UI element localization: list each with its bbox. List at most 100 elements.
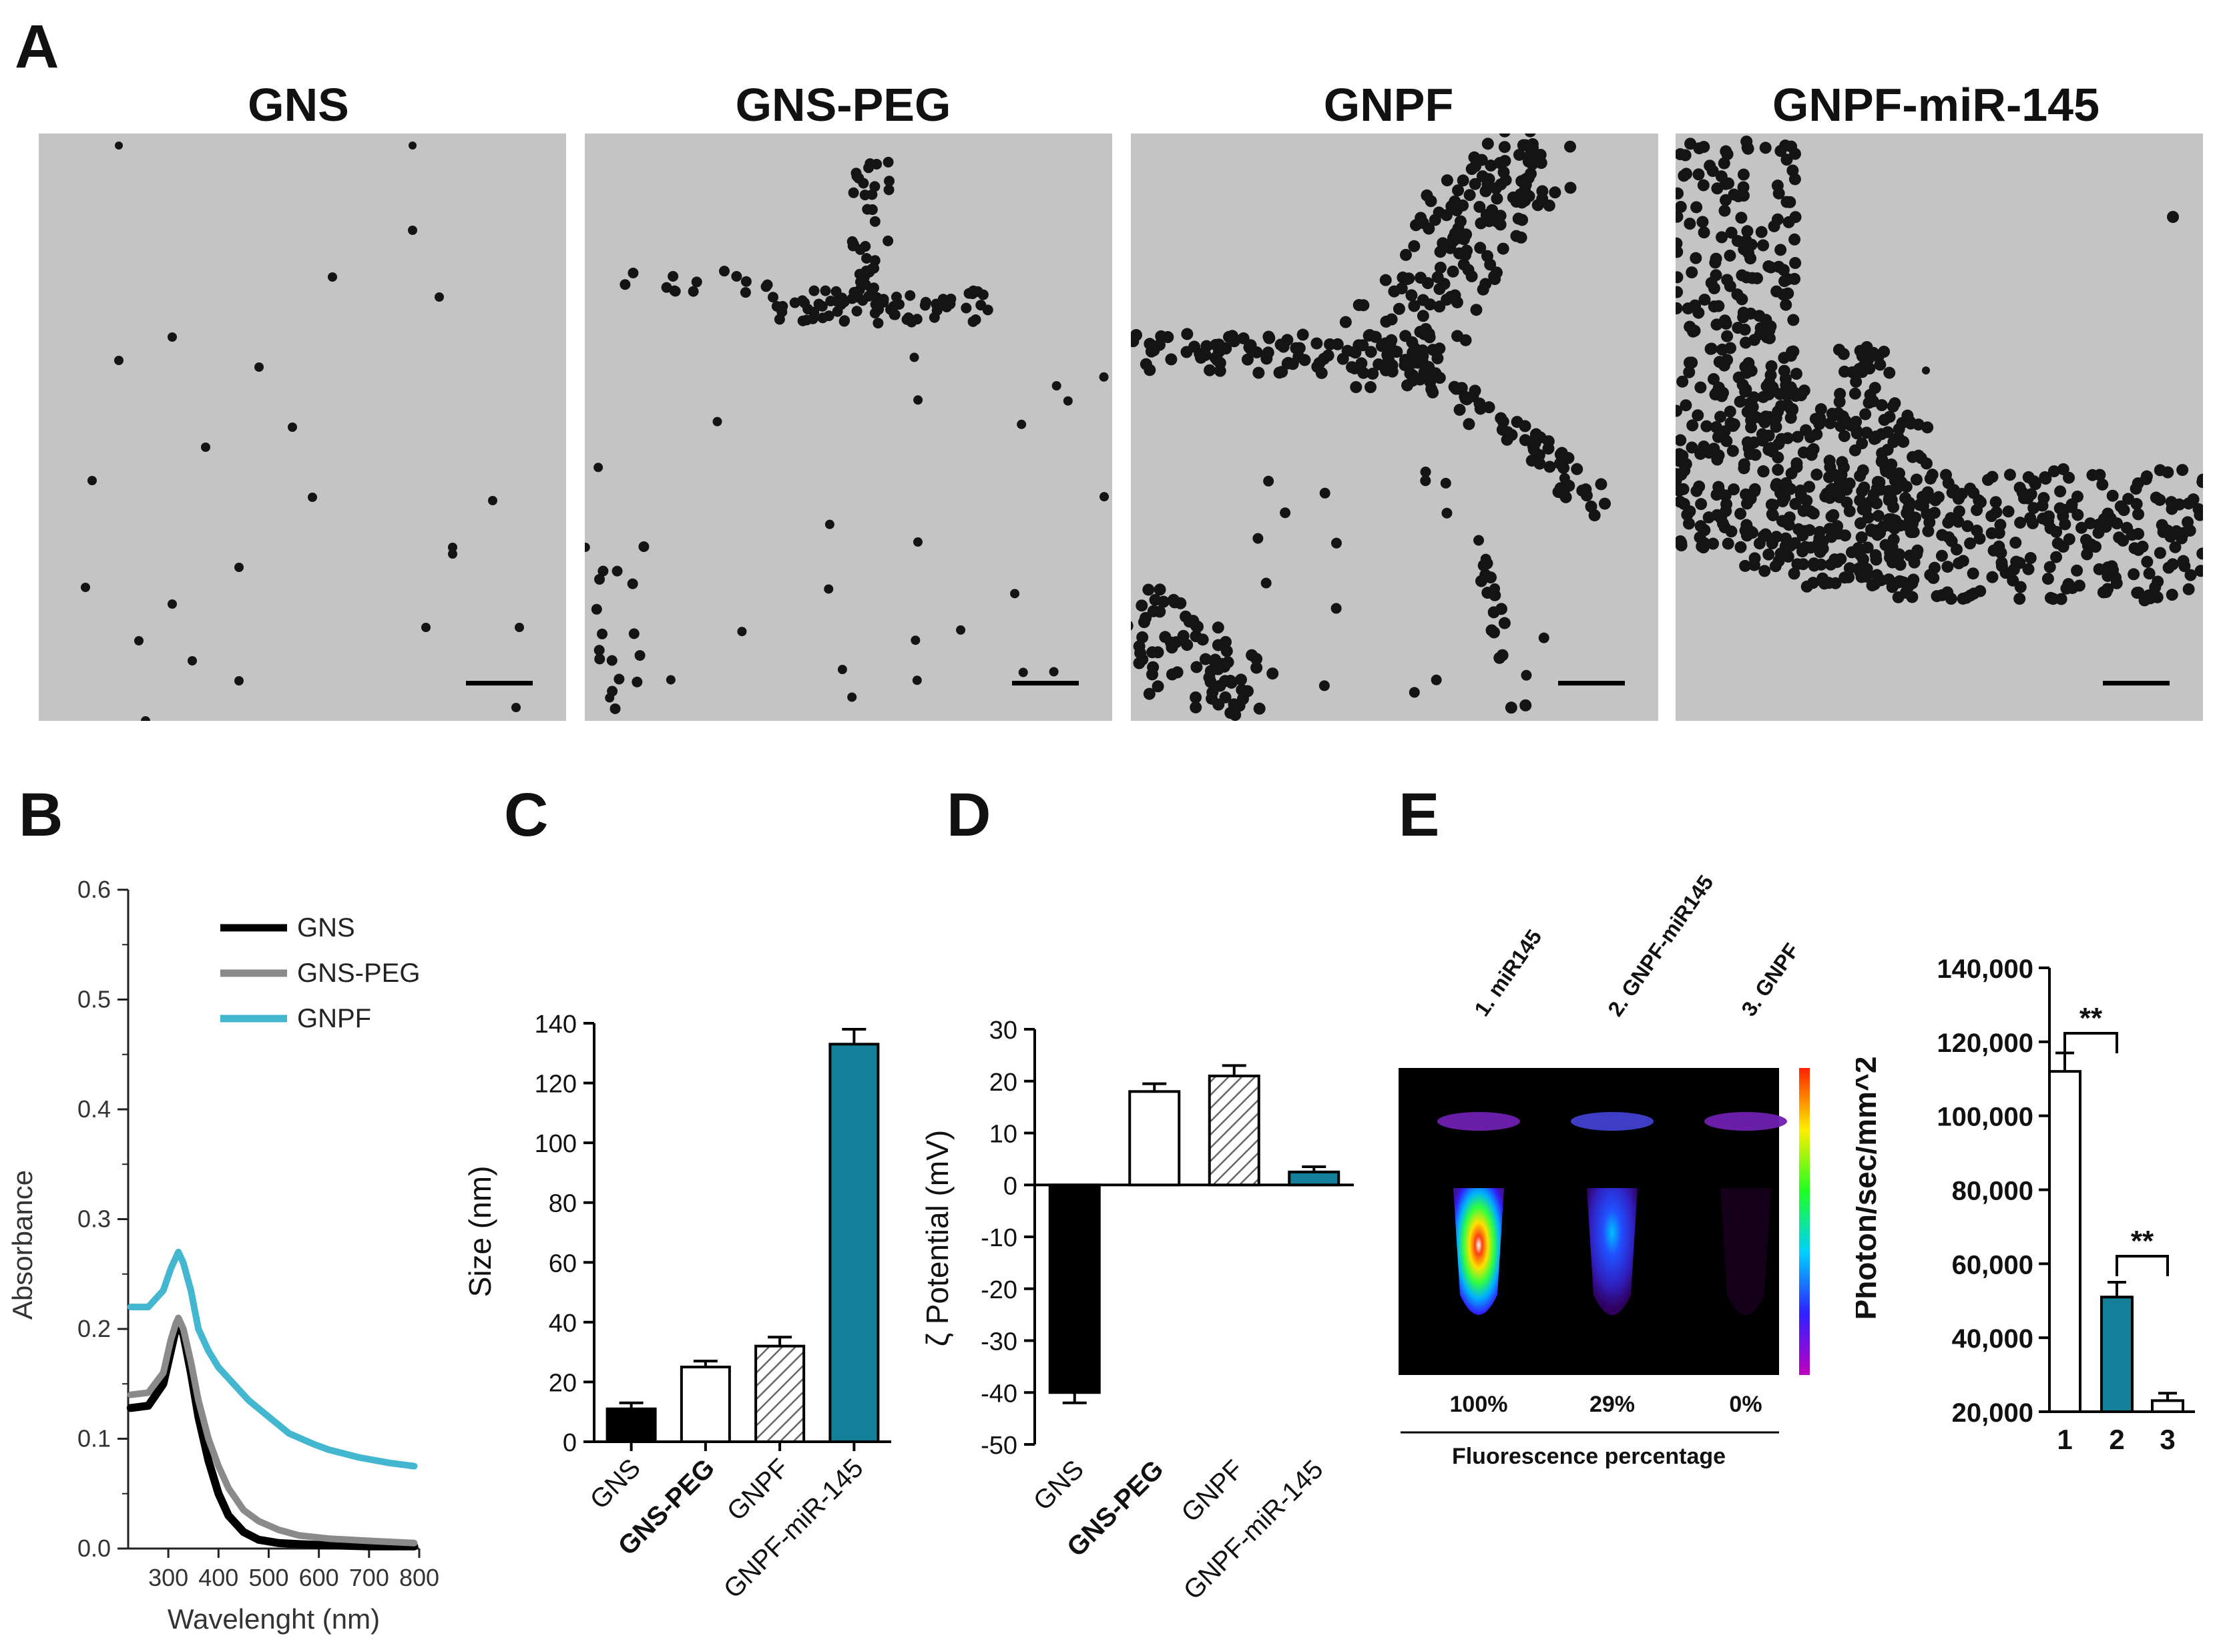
size-y-tick-label: 140 <box>535 1011 577 1039</box>
absorbance-x-tick-label: 300 <box>148 1564 188 1591</box>
panel-label-d: D <box>947 781 991 849</box>
tem-image-gns-peg <box>585 133 1112 721</box>
zeta-category-label: GNS <box>1028 1454 1089 1516</box>
absorbance-series-gnpf <box>127 1248 418 1470</box>
tem-image-gnpf <box>1131 133 1658 721</box>
fluorescence-percentage: 0% <box>1729 1392 1762 1417</box>
photon-y-tick-label: 100,000 <box>1937 1103 2033 1132</box>
significance-label: ** <box>2131 1225 2154 1258</box>
absorbance-y-tick-label: 0.0 <box>77 1535 111 1562</box>
size-y-tick-label: 120 <box>535 1071 577 1099</box>
photon-bar-1 <box>2048 1070 2081 1413</box>
size-bar-gns-peg <box>680 1366 731 1443</box>
zeta-bar-gns <box>1048 1183 1101 1394</box>
absorbance-xlabel: Wavelenght (nm) <box>168 1603 380 1635</box>
size-y-tick-label: 40 <box>549 1310 577 1338</box>
photon-y-tick-label: 140,000 <box>1937 954 2033 984</box>
fluorescence-color-scale <box>1799 1068 1810 1375</box>
zeta-y-tick-label: 30 <box>989 1017 1017 1045</box>
size-category-label: GNPF <box>722 1453 795 1527</box>
tem-background <box>39 133 566 721</box>
panel-label-b: B <box>19 781 63 849</box>
zeta-y-tick-label: -10 <box>981 1224 1017 1252</box>
size-y-tick-label: 0 <box>563 1429 577 1457</box>
tube-signal <box>1720 1188 1771 1315</box>
size-y-tick-label: 60 <box>549 1250 577 1278</box>
absorbance-x-tick-label: 800 <box>399 1564 439 1591</box>
zeta-bar-gnpf-mir-145 <box>1288 1170 1340 1187</box>
photon-category-label: 1 <box>2057 1424 2072 1455</box>
absorbance-series-gns-peg <box>127 1314 418 1547</box>
tem-title-gnpf: GNPF <box>1323 79 1454 131</box>
zeta-y-tick-label: 20 <box>989 1069 1017 1097</box>
zeta-ylabel: ζ Potential (mV) <box>920 1130 955 1347</box>
tem-image-gns <box>39 133 566 721</box>
zeta-y-tick-label: -40 <box>981 1380 1017 1408</box>
zeta-y-tick-label: -30 <box>981 1328 1017 1356</box>
significance-bracket <box>2063 1032 2118 1053</box>
panel-label-e: E <box>1399 781 1440 849</box>
photon-y-tick-label: 20,000 <box>1952 1398 2033 1428</box>
photon-category-label: 2 <box>2109 1424 2124 1455</box>
photon-y-tick-label: 120,000 <box>1937 1029 2033 1058</box>
tem-background <box>1131 133 1658 721</box>
tube-signal <box>1453 1188 1504 1315</box>
absorbance-ylabel: Absorbance <box>7 1170 38 1320</box>
tube-cap-glow <box>1571 1112 1654 1131</box>
absorbance-series-gns <box>126 1319 419 1551</box>
tube-cap-glow <box>1437 1112 1520 1131</box>
size-bar-gns <box>605 1407 657 1444</box>
tube-cap-glow <box>1704 1112 1787 1131</box>
panel-label-c: C <box>504 781 549 849</box>
zeta-bar-gnpf <box>1208 1074 1260 1187</box>
significance-label: ** <box>2079 1002 2103 1035</box>
scale-bar <box>2103 681 2170 685</box>
photon-bar-3 <box>2151 1399 2184 1413</box>
absorbance-x-tick-label: 500 <box>248 1564 288 1591</box>
tem-background <box>585 133 1112 721</box>
absorbance-y-tick-label: 0.3 <box>77 1205 111 1233</box>
absorbance-y-tick-label: 0.4 <box>77 1095 111 1123</box>
scale-bar <box>466 681 533 685</box>
photon-ylabel: Photon/sec/mm^2 <box>1856 1057 1883 1320</box>
size-ylabel: Size (nm) <box>467 1166 497 1298</box>
fluorescence-percentage: 29% <box>1589 1392 1635 1417</box>
fluorescence-caption: Fluorescence percentage <box>1452 1444 1726 1469</box>
size-y-tick-label: 20 <box>549 1369 577 1397</box>
scale-bar <box>1558 681 1625 685</box>
zeta-y-tick-label: 0 <box>1003 1172 1017 1200</box>
tem-title-gns-peg: GNS-PEG <box>735 79 951 131</box>
photon-y-tick-label: 80,000 <box>1952 1177 2033 1206</box>
absorbance-x-tick-label: 600 <box>299 1564 339 1591</box>
tem-title-gns: GNS <box>248 79 349 131</box>
absorbance-y-tick-label: 0.2 <box>77 1315 111 1342</box>
zeta-bar-gns-peg <box>1128 1090 1181 1187</box>
absorbance-y-tick-label: 0.5 <box>77 986 111 1013</box>
absorbance-x-tick-label: 700 <box>349 1564 389 1591</box>
absorbance-y-tick-label: 0.6 <box>77 876 111 903</box>
zeta-potential-chart: -50 -40 -30 -20 -10 0 10 20 30 ζ Potential (mV) GN… <box>920 1017 1354 1605</box>
tube-label: 1. miR145 <box>1469 925 1546 1021</box>
photon-y-tick-label: 40,000 <box>1952 1324 2033 1354</box>
zeta-category-label: GNPF-miR-145 <box>1178 1454 1329 1605</box>
tem-image-gnpf-mir-145 <box>1676 133 2203 721</box>
absorbance-legend-label: GNS-PEG <box>297 958 420 988</box>
absorbance-legend-label: GNPF <box>297 1004 371 1033</box>
fluorescence-percentage: 100% <box>1450 1392 1508 1417</box>
size-bar-gnpf <box>754 1344 806 1444</box>
significance-bracket <box>2116 1255 2169 1276</box>
size-category-label: GNS <box>585 1453 646 1515</box>
tem-title-gnpf-mir-145: GNPF-miR-145 <box>1772 79 2100 131</box>
fluorescence-image-panel: 1. miR145 100% 2. GNPF-miR145 29% 3. GNPF 0% F… <box>1399 870 1810 1469</box>
tube-signal <box>1587 1188 1638 1315</box>
size-y-tick-label: 80 <box>549 1190 577 1218</box>
tube-label: 3. GNPF <box>1736 938 1804 1021</box>
size-bar-gnpf-mir-145 <box>828 1043 880 1444</box>
zeta-category-label: GNPF <box>1176 1454 1249 1528</box>
photon-y-tick-label: 60,000 <box>1952 1250 2033 1280</box>
absorbance-legend-label: GNS <box>297 913 355 942</box>
photon-chart: 20,000 40,000 60,000 80,000 100,000 120,000 14… <box>1856 954 2195 1455</box>
absorbance-y-tick-label: 0.1 <box>77 1425 111 1452</box>
tube-label: 2. GNPF-miR145 <box>1603 870 1718 1021</box>
